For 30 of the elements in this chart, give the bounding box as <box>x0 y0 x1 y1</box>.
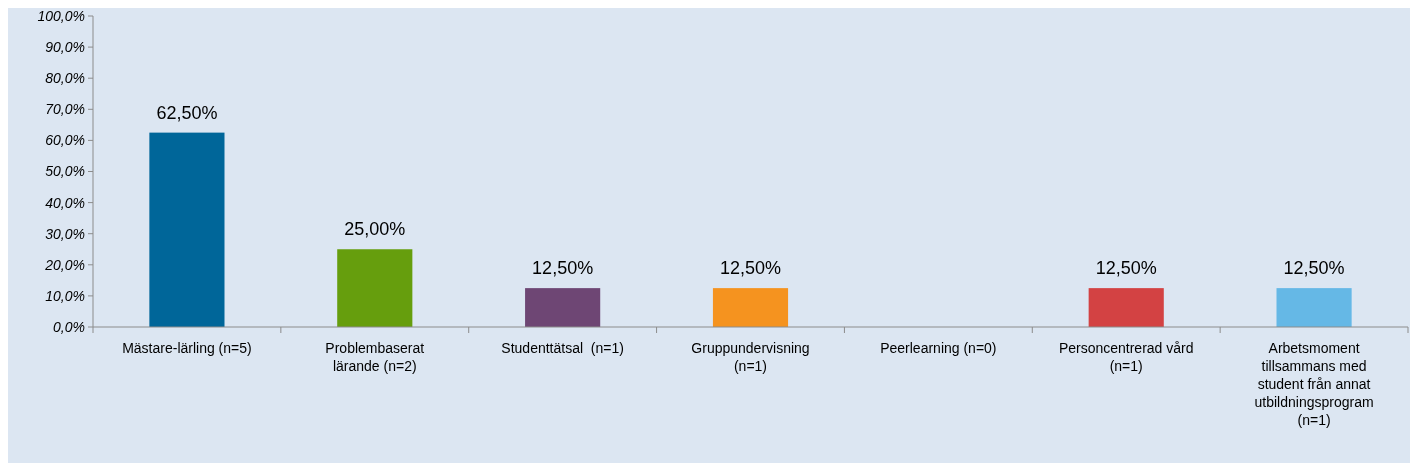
y-tick-label: 90,0% <box>45 39 85 55</box>
bar <box>337 249 413 327</box>
y-tick-label: 0,0% <box>53 318 85 335</box>
bar <box>1276 288 1352 327</box>
x-tick-label: Problembaserat lärande (n=2) <box>325 340 425 374</box>
x-tick-label: Peerlearning (n=0) <box>880 340 997 356</box>
x-tick-label: Studenttätsal (n=1) <box>501 340 624 356</box>
y-tick-label: 30,0% <box>45 225 85 242</box>
y-tick-label: 100,0% <box>37 7 85 24</box>
x-tick-label: Arbetsmoment tillsammans med student från annat utbildningsprogram (n=1) <box>1254 340 1374 428</box>
x-tick-label: Gruppundervisning (n=1) <box>691 340 810 374</box>
x-tick-label: Mästare-lärling (n=5) <box>122 340 252 356</box>
data-label: 25,00% <box>344 219 406 240</box>
y-tick-label: 80,0% <box>45 70 85 87</box>
bar <box>1088 288 1164 327</box>
bar <box>525 288 601 327</box>
y-tick-label: 10,0% <box>45 287 85 304</box>
y-tick-label: 70,0% <box>45 101 85 118</box>
data-label: 12,50% <box>1283 258 1345 279</box>
y-tick-label: 20,0% <box>44 256 85 273</box>
bar <box>149 132 225 327</box>
data-label: 12,50% <box>532 258 594 279</box>
x-tick-label: Personcentrerad vård (n=1) <box>1058 340 1194 374</box>
y-tick-label: 60,0% <box>45 132 85 149</box>
data-label: 62,50% <box>156 102 218 123</box>
data-label: 12,50% <box>1095 258 1157 279</box>
y-tick-label: 50,0% <box>45 163 85 180</box>
bar <box>712 288 789 327</box>
data-label: 12,50% <box>719 258 782 279</box>
y-tick-label: 40,0% <box>45 194 85 211</box>
